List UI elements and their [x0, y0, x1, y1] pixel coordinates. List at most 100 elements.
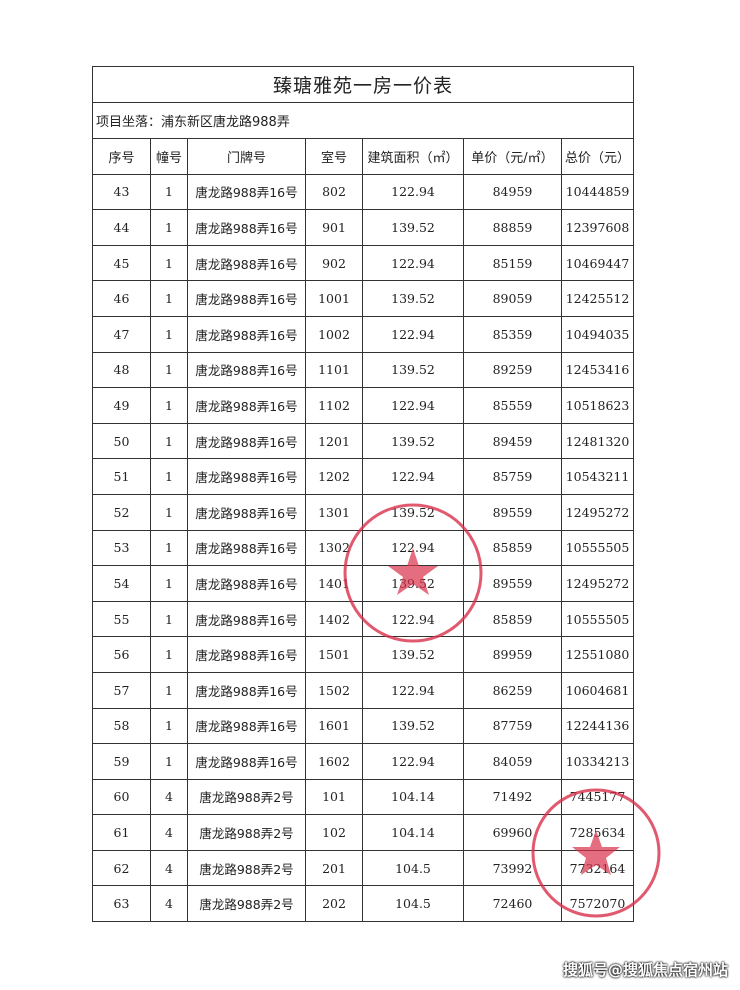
table-cell: 1 — [150, 351, 188, 389]
table-cell: 802 — [305, 173, 363, 211]
table-cell: 55 — [92, 600, 151, 638]
column-header: 门牌号 — [187, 138, 306, 175]
table-cell: 69960 — [463, 814, 562, 851]
table-row: 57 1 唐龙路988弄16号 1502 122.94 86259 10604681 — [92, 671, 634, 709]
table-cell: 59 — [92, 743, 151, 780]
table-cell: 12453416 — [561, 351, 634, 389]
table-cell: 1302 — [305, 529, 363, 567]
table-cell: 86259 — [463, 671, 562, 709]
table-cell: 唐龙路988弄2号 — [187, 885, 306, 923]
table-cell: 1 — [150, 493, 188, 531]
table-row: 53 1 唐龙路988弄16号 1302 122.94 85859 10555505 — [92, 529, 634, 567]
table-cell: 7572070 — [561, 885, 634, 923]
table-row: 49 1 唐龙路988弄16号 1102 122.94 85559 10518623 — [92, 387, 634, 424]
table-cell: 1201 — [305, 422, 363, 460]
column-header: 幢号 — [150, 138, 188, 175]
table-cell: 46 — [92, 280, 151, 317]
table-cell: 44 — [92, 209, 151, 246]
table-row: 45 1 唐龙路988弄16号 902 122.94 85159 10469447 — [92, 244, 634, 282]
table-cell: 139.52 — [362, 636, 464, 673]
table-cell: 10469447 — [561, 244, 634, 282]
table-cell: 122.94 — [362, 315, 464, 353]
table-cell: 唐龙路988弄16号 — [187, 209, 306, 246]
table-row: 62 4 唐龙路988弄2号 201 104.5 73992 7732164 — [92, 849, 634, 887]
table-cell: 139.52 — [362, 493, 464, 531]
table-cell: 1002 — [305, 315, 363, 353]
table-cell: 10334213 — [561, 743, 634, 780]
table-cell: 唐龙路988弄16号 — [187, 600, 306, 638]
table-cell: 89059 — [463, 280, 562, 317]
table-cell: 唐龙路988弄16号 — [187, 529, 306, 567]
table-cell: 12495272 — [561, 565, 634, 602]
table-cell: 84959 — [463, 173, 562, 211]
table-cell: 104.14 — [362, 814, 464, 851]
table-cell: 1 — [150, 636, 188, 673]
table-cell: 48 — [92, 351, 151, 389]
column-header: 单价（元/㎡） — [463, 138, 562, 175]
table-cell: 10604681 — [561, 671, 634, 709]
table-cell: 1 — [150, 565, 188, 602]
table-cell: 50 — [92, 422, 151, 460]
column-header: 序号 — [92, 138, 151, 175]
table-row: 63 4 唐龙路988弄2号 202 104.5 72460 7572070 — [92, 885, 634, 923]
table-cell: 101 — [305, 778, 363, 816]
table-cell: 4 — [150, 885, 188, 923]
table-cell: 1 — [150, 743, 188, 780]
table-cell: 1 — [150, 422, 188, 460]
table-cell: 1 — [150, 458, 188, 495]
table-cell: 12397608 — [561, 209, 634, 246]
table-cell: 唐龙路988弄2号 — [187, 778, 306, 816]
project-address: 项目坐落：浦东新区唐龙路988弄 — [92, 102, 634, 139]
table-cell: 85159 — [463, 244, 562, 282]
table-cell: 89259 — [463, 351, 562, 389]
table-row: 54 1 唐龙路988弄16号 1401 139.52 89559 12495272 — [92, 565, 634, 602]
table-cell: 1602 — [305, 743, 363, 780]
table-cell: 1402 — [305, 600, 363, 638]
table-cell: 10518623 — [561, 387, 634, 424]
table-cell: 902 — [305, 244, 363, 282]
table-row: 55 1 唐龙路988弄16号 1402 122.94 85859 10555505 — [92, 600, 634, 638]
table-cell: 73992 — [463, 849, 562, 887]
table-cell: 139.52 — [362, 707, 464, 745]
table-cell: 63 — [92, 885, 151, 923]
table-cell: 56 — [92, 636, 151, 673]
table-cell: 45 — [92, 244, 151, 282]
table-cell: 122.94 — [362, 600, 464, 638]
table-cell: 62 — [92, 849, 151, 887]
table-cell: 104.5 — [362, 885, 464, 923]
table-cell: 122.94 — [362, 387, 464, 424]
table-row: 59 1 唐龙路988弄16号 1602 122.94 84059 10334213 — [92, 743, 634, 780]
table-cell: 4 — [150, 849, 188, 887]
table-cell: 唐龙路988弄16号 — [187, 565, 306, 602]
table-row: 46 1 唐龙路988弄16号 1001 139.52 89059 12425512 — [92, 280, 634, 317]
table-cell: 43 — [92, 173, 151, 211]
table-cell: 102 — [305, 814, 363, 851]
table-cell: 202 — [305, 885, 363, 923]
table-cell: 1 — [150, 244, 188, 282]
table-cell: 122.94 — [362, 743, 464, 780]
table-cell: 唐龙路988弄16号 — [187, 173, 306, 211]
table-cell: 85359 — [463, 315, 562, 353]
table-cell: 139.52 — [362, 565, 464, 602]
table-cell: 7445177 — [561, 778, 634, 816]
table-cell: 唐龙路988弄2号 — [187, 814, 306, 851]
table-cell: 85859 — [463, 529, 562, 567]
table-row: 44 1 唐龙路988弄16号 901 139.52 88859 12397608 — [92, 209, 634, 246]
table-cell: 1 — [150, 600, 188, 638]
table-row: 52 1 唐龙路988弄16号 1301 139.52 89559 12495272 — [92, 493, 634, 531]
table-cell: 1601 — [305, 707, 363, 745]
table-cell: 61 — [92, 814, 151, 851]
table-cell: 139.52 — [362, 280, 464, 317]
table-row: 58 1 唐龙路988弄16号 1601 139.52 87759 12244136 — [92, 707, 634, 745]
table-cell: 139.52 — [362, 422, 464, 460]
table-cell: 139.52 — [362, 209, 464, 246]
table-row: 61 4 唐龙路988弄2号 102 104.14 69960 7285634 — [92, 814, 634, 851]
table-cell: 1 — [150, 315, 188, 353]
table-cell: 1202 — [305, 458, 363, 495]
table-cell: 12425512 — [561, 280, 634, 317]
table-row: 47 1 唐龙路988弄16号 1002 122.94 85359 10494035 — [92, 315, 634, 353]
table-cell: 1 — [150, 707, 188, 745]
table-row: 48 1 唐龙路988弄16号 1101 139.52 89259 12453416 — [92, 351, 634, 389]
table-cell: 85859 — [463, 600, 562, 638]
table-cell: 1401 — [305, 565, 363, 602]
